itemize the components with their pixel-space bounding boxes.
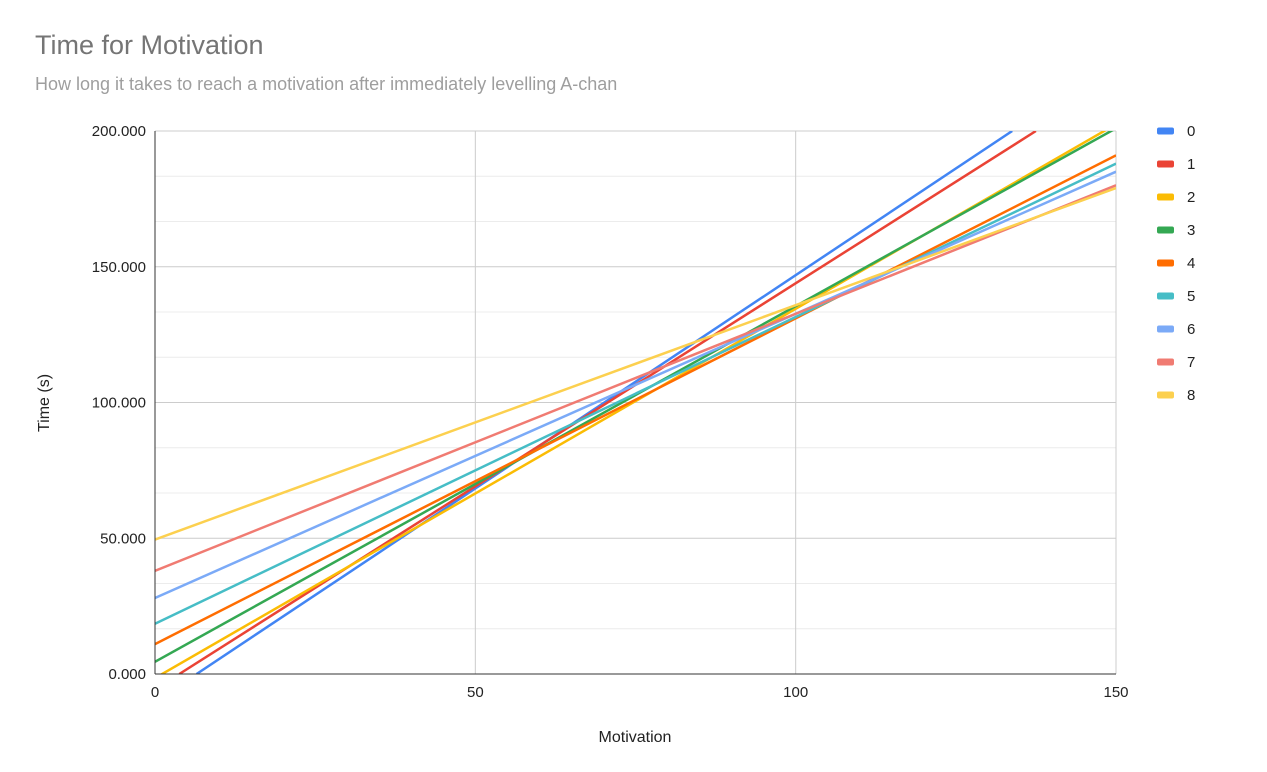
y-tick-label: 0.000 xyxy=(108,666,146,683)
series-line-0 xyxy=(195,131,1013,674)
legend-item[interactable]: 7 xyxy=(1157,354,1195,371)
legend-label: 7 xyxy=(1187,354,1195,371)
legend-swatch xyxy=(1157,325,1174,333)
legend-swatch xyxy=(1157,226,1174,234)
series-line-8 xyxy=(155,186,1116,541)
legend-label: 0 xyxy=(1187,123,1195,140)
legend-label: 1 xyxy=(1187,156,1195,173)
legend-swatch xyxy=(1157,127,1174,135)
x-tick-label: 0 xyxy=(151,684,159,701)
legend-label: 6 xyxy=(1187,321,1195,338)
legend-swatch xyxy=(1157,193,1174,201)
chart-subtitle: How long it takes to reach a motivation … xyxy=(35,74,618,94)
y-tick-label: 150.000 xyxy=(92,259,146,276)
legend-swatch xyxy=(1157,160,1174,168)
legend-item[interactable]: 8 xyxy=(1157,387,1195,404)
series-line-1 xyxy=(178,131,1037,674)
legend-label: 8 xyxy=(1187,387,1195,404)
y-tick-labels: 0.000 50.000 100.000 150.000 200.000 xyxy=(92,123,146,683)
x-tick-label: 150 xyxy=(1103,684,1128,701)
x-tick-label: 100 xyxy=(783,684,808,701)
legend[interactable]: 0 1 2 3 4 5 6 7 8 xyxy=(1157,123,1195,404)
legend-item[interactable]: 4 xyxy=(1157,255,1195,272)
legend-item[interactable]: 1 xyxy=(1157,156,1195,173)
legend-label: 3 xyxy=(1187,222,1195,239)
legend-item[interactable]: 0 xyxy=(1157,123,1195,140)
axes xyxy=(154,131,1116,675)
y-tick-label: 50.000 xyxy=(100,530,146,547)
legend-item[interactable]: 6 xyxy=(1157,321,1195,338)
minor-gridlines xyxy=(155,175,1116,630)
legend-label: 4 xyxy=(1187,255,1195,272)
series-lines xyxy=(155,131,1116,674)
y-tick-label: 100.000 xyxy=(92,395,146,412)
x-tick-labels: 0 50 100 150 xyxy=(151,684,1129,701)
x-axis-title: Motivation xyxy=(599,729,672,746)
legend-label: 5 xyxy=(1187,288,1195,305)
legend-swatch xyxy=(1157,358,1174,366)
legend-item[interactable]: 3 xyxy=(1157,222,1195,239)
chart-title: Time for Motivation xyxy=(35,30,264,60)
series-line-5 xyxy=(155,162,1116,625)
legend-swatch xyxy=(1157,259,1174,267)
legend-swatch xyxy=(1157,391,1174,399)
series-line-7 xyxy=(155,184,1116,572)
legend-item[interactable]: 2 xyxy=(1157,189,1195,206)
x-tick-label: 50 xyxy=(467,684,484,701)
legend-item[interactable]: 5 xyxy=(1157,288,1195,305)
series-line-4 xyxy=(155,154,1116,646)
legend-swatch xyxy=(1157,292,1174,300)
y-axis-title: Time (s) xyxy=(36,374,53,432)
series-line-6 xyxy=(155,170,1116,600)
legend-label: 2 xyxy=(1187,189,1195,206)
y-tick-label: 200.000 xyxy=(92,123,146,140)
